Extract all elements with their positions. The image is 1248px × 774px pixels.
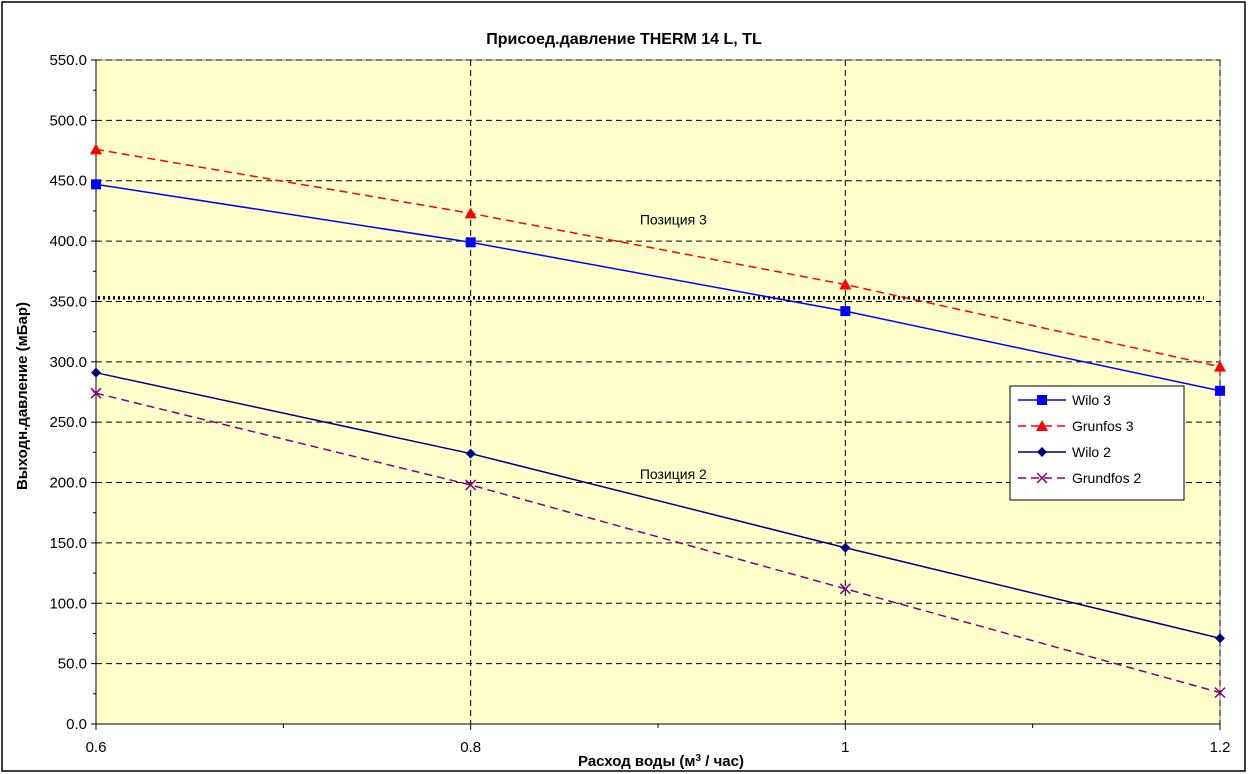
- y-tick-label: 300.0: [49, 354, 87, 371]
- y-tick-label: 500.0: [49, 112, 87, 129]
- data-point: [840, 542, 851, 553]
- data-point: [1214, 687, 1226, 699]
- y-tick-label: 150.0: [49, 535, 87, 552]
- series-line: [95, 148, 1221, 368]
- x-axis-label: Расход воды (м3 / час): [578, 753, 744, 771]
- annotation-label: Позиция 3: [640, 211, 707, 227]
- axes: 0.0 50.0 100.0 150.0 200.0 250.0 300.0 350.0 400…: [49, 52, 1230, 756]
- data-point: [465, 479, 477, 491]
- data-point: [1036, 472, 1048, 484]
- data-point-stroke: [1214, 687, 1226, 699]
- data-point: [465, 448, 476, 459]
- data-point: [1036, 420, 1048, 431]
- x-tick-label: 1: [841, 739, 849, 756]
- data-point: [1037, 447, 1047, 457]
- data-point: [1215, 633, 1225, 644]
- y-tick-label: 550.0: [49, 52, 87, 69]
- y-axis-label: Выходн.давление (мБар): [14, 302, 31, 490]
- data-point: [840, 306, 851, 317]
- data-point: [1215, 385, 1225, 396]
- data-point-stroke: [1036, 472, 1048, 484]
- data-point: [1214, 360, 1226, 372]
- data-point: [465, 237, 476, 248]
- gridlines: [96, 59, 1221, 724]
- y-tick-label: 450.0: [49, 173, 87, 190]
- data-point: [91, 179, 101, 190]
- x-axis-label-main: Расход воды (м: [578, 753, 696, 770]
- data-point: [839, 278, 852, 290]
- x-tick-label: 1.2: [1210, 739, 1231, 756]
- y-tick-label: 0.0: [66, 716, 87, 733]
- data-point-stroke: [90, 387, 102, 399]
- series-line: [95, 183, 1221, 392]
- annotation-label: Позиция 2: [640, 466, 707, 482]
- x-axis-label-tail: / час): [701, 753, 744, 770]
- y-tick-label: 250.0: [49, 414, 87, 431]
- legend-label: Grundfos 2: [1072, 470, 1141, 486]
- y-tick-label: 400.0: [49, 233, 87, 250]
- series-line: [95, 371, 1221, 640]
- y-tick-label: 50.0: [58, 656, 87, 673]
- legend-label: Wilo 2: [1072, 444, 1111, 460]
- data-point: [464, 207, 477, 219]
- data-point: [839, 583, 851, 595]
- x-tick-label: 0.6: [86, 739, 107, 756]
- data-point: [1037, 395, 1047, 405]
- annotations: Позиция 3 Позиция 2: [640, 211, 707, 482]
- data-point-stroke: [839, 583, 851, 595]
- series-line: [95, 392, 1221, 694]
- y-tick-label: 100.0: [49, 595, 87, 612]
- series-group: [90, 143, 1226, 699]
- legend-label: Wilo 3: [1072, 392, 1111, 408]
- data-point: [91, 367, 101, 378]
- chart-title: Присоед.давление THERM 14 L, TL: [486, 31, 762, 48]
- y-tick-label: 350.0: [49, 293, 87, 310]
- data-point-stroke: [465, 479, 477, 491]
- data-point: [90, 143, 102, 155]
- data-point: [90, 387, 102, 399]
- legend: Wilo 3 Grunfos 3 Wilo 2 Grundfos 2: [1009, 385, 1185, 501]
- x-axis-label-sup: 3: [696, 753, 702, 764]
- y-tick-label: 200.0: [49, 475, 87, 492]
- x-tick-label: 0.8: [460, 739, 481, 756]
- legend-label: Grunfos 3: [1072, 418, 1134, 434]
